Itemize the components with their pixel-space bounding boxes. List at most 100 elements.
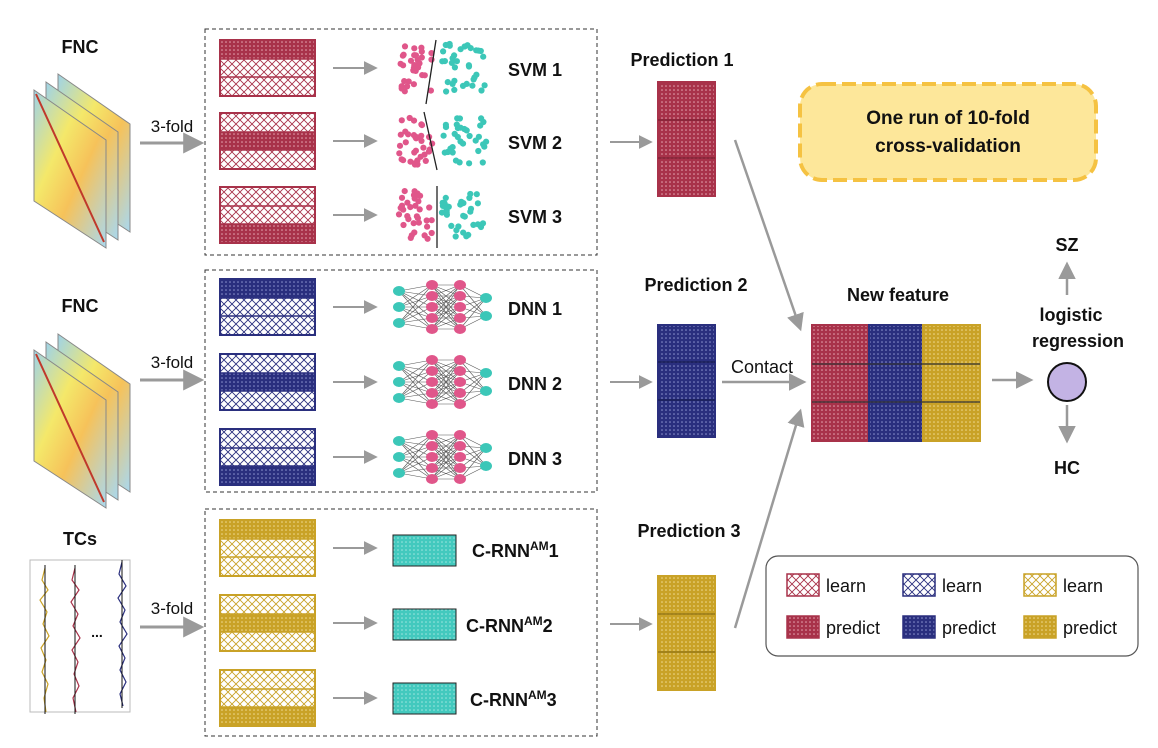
- scatter-point-pink: [405, 78, 412, 85]
- svm-fold-2: [219, 112, 316, 170]
- dnn-node: [426, 324, 438, 334]
- scatter-point-teal: [455, 223, 462, 230]
- scatter-point-pink: [400, 157, 407, 164]
- scatter-point-teal: [443, 209, 450, 216]
- scatter-point-pink: [411, 161, 418, 168]
- dnn-node: [426, 399, 438, 409]
- dnn-edge: [459, 359, 487, 392]
- scatter-point-pink: [404, 213, 411, 220]
- scatter-point-teal: [466, 132, 473, 140]
- dnn-fold-1: [219, 278, 316, 336]
- scatter-point-teal: [440, 132, 447, 139]
- scatter-point-pink: [428, 50, 435, 57]
- scatter-point-pink: [404, 199, 411, 206]
- dnn-node: [393, 377, 405, 387]
- scatter-point-pink: [398, 194, 406, 201]
- dnn-node: [454, 313, 466, 323]
- scatter-point-teal: [449, 80, 456, 87]
- svm-scatter-1: [397, 39, 488, 105]
- prediction-label-2: Prediction 2: [644, 275, 747, 295]
- prediction-block-2: [657, 324, 716, 438]
- scatter-point-teal: [475, 133, 482, 140]
- dnn-node: [426, 313, 438, 323]
- classifier-label-svm-3: SVM 3: [508, 207, 562, 227]
- dnn-node: [426, 474, 438, 484]
- scatter-point-pink: [424, 223, 431, 230]
- svm-decision-boundary: [425, 39, 437, 105]
- scatter-point-teal: [465, 63, 473, 70]
- dnn-node: [480, 386, 492, 396]
- classifier-label-dnn-2: DNN 2: [508, 374, 562, 394]
- dnn-edge: [398, 365, 433, 383]
- legend-text-rnn-predict: predict: [1063, 618, 1117, 638]
- scatter-point-pink: [415, 219, 422, 226]
- dnn-node: [393, 361, 405, 371]
- scatter-point-pink: [412, 202, 419, 209]
- dnn-node: [454, 377, 466, 387]
- dnn-node: [393, 286, 405, 296]
- dnn-node: [426, 302, 438, 312]
- legend-text-rnn-learn: learn: [1063, 576, 1103, 596]
- dnn-node: [454, 302, 466, 312]
- dnn-node: [393, 452, 405, 462]
- dnn-edge: [398, 365, 433, 394]
- scatter-point-pink: [424, 235, 431, 242]
- scatter-point-pink: [401, 43, 409, 50]
- new-feature-label: New feature: [847, 285, 949, 305]
- scatter-point-teal: [469, 82, 476, 89]
- scatter-point-teal: [448, 59, 455, 66]
- dnn-node: [454, 441, 466, 451]
- scatter-point-pink: [415, 198, 422, 205]
- dnn-edge: [398, 381, 433, 399]
- dnn-edge: [398, 434, 433, 458]
- legend-swatch-dnn-predict: [902, 615, 936, 639]
- crnn-block-2: [392, 608, 457, 641]
- dnn-node: [393, 468, 405, 478]
- dnn-node: [454, 366, 466, 376]
- dnn-edge: [459, 297, 487, 330]
- dnn-node: [426, 366, 438, 376]
- fold-label-1: 3-fold: [151, 117, 194, 136]
- dnn-edge: [398, 370, 433, 399]
- svm-group-box: [204, 28, 598, 256]
- scatter-point-teal: [479, 220, 487, 227]
- scatter-point-teal: [478, 87, 485, 94]
- scatter-point-pink: [417, 192, 424, 199]
- scatter-point-pink: [419, 72, 426, 79]
- legend-swatch-rnn-learn: [1023, 573, 1057, 597]
- legend-swatch-svm-predict: [786, 615, 820, 639]
- scatter-point-pink: [401, 188, 408, 195]
- scatter-point-pink: [396, 150, 403, 157]
- scatter-point-pink: [418, 137, 425, 144]
- contact-arrows: [722, 139, 807, 629]
- scatter-point-teal: [457, 201, 464, 208]
- scatter-point-teal: [448, 222, 455, 229]
- scatter-point-pink: [411, 45, 418, 52]
- dnn-edge: [431, 381, 461, 405]
- scatter-point-pink: [410, 81, 417, 88]
- dnn-edge: [431, 434, 461, 458]
- output-sz: SZ: [1055, 235, 1078, 255]
- scatter-point-pink: [397, 131, 404, 138]
- scatter-point-teal: [453, 58, 460, 65]
- dnn-edge: [431, 434, 461, 480]
- dnn-edge: [431, 445, 461, 480]
- dnn-node: [480, 443, 492, 453]
- dnn-node: [480, 368, 492, 378]
- rnn-fold-2: [219, 594, 316, 652]
- dnn-network-2: [393, 355, 492, 409]
- dnn-edge: [398, 434, 433, 474]
- scatter-point-teal: [466, 194, 473, 201]
- dnn-node: [454, 291, 466, 301]
- scatter-point-teal: [452, 233, 459, 240]
- svm-scatter-3: [395, 186, 487, 248]
- scatter-point-pink: [406, 114, 413, 122]
- dnn-node: [454, 388, 466, 398]
- scatter-point-teal: [473, 191, 480, 198]
- tcs-ellipsis: ...: [91, 624, 103, 640]
- dnn-node: [426, 441, 438, 451]
- scatter-point-pink: [411, 188, 418, 195]
- new-feature-block: [811, 324, 981, 442]
- scatter-point-pink: [416, 60, 423, 67]
- dnn-node: [454, 430, 466, 440]
